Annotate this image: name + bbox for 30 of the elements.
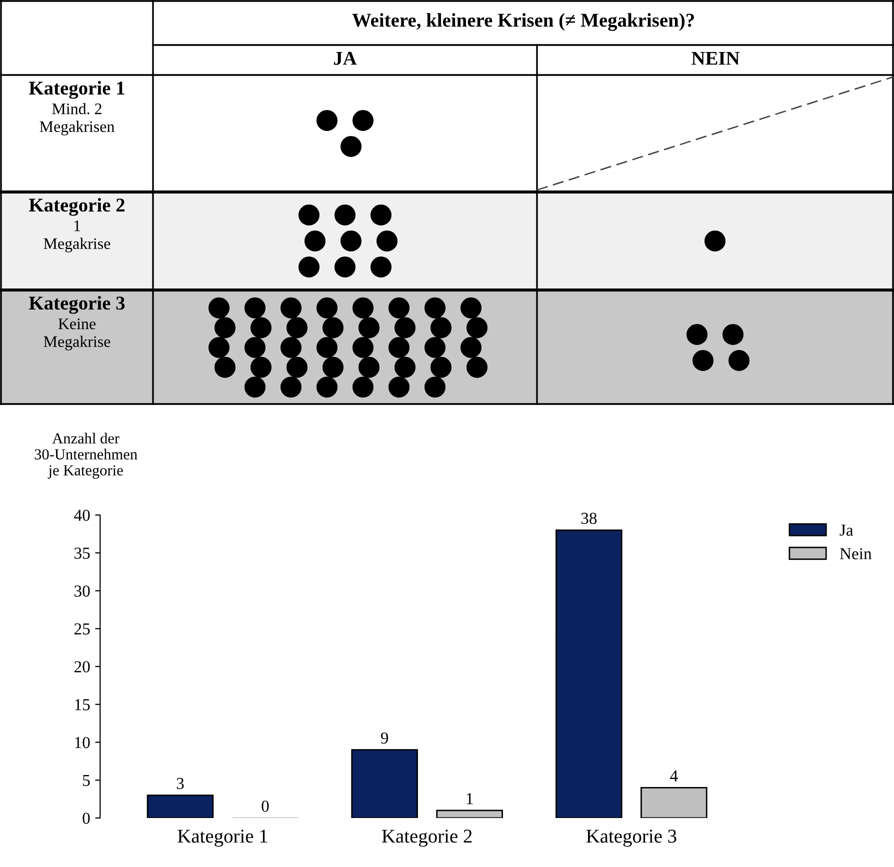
text: Keine Megakrise: [44, 318, 110, 350]
text: Mind. 2 Megakrisen: [40, 103, 114, 136]
y-tick-label: 30: [74, 585, 90, 597]
y-tick-label: 25: [74, 623, 90, 635]
text: Kategorie 1: [29, 81, 124, 99]
y-tick-label: 35: [74, 548, 90, 559]
text: Kategorie 3: [29, 296, 125, 314]
text: Weitere, kleinere Krisen (≠ Megakrisen)?: [352, 13, 694, 31]
text: Kategorie 2: [29, 198, 124, 216]
x-tick-label: Kategorie 2: [382, 830, 472, 847]
y-tick-label: 10: [75, 736, 90, 748]
text: 1 Megakrise: [44, 220, 110, 252]
text: JA: [334, 52, 357, 65]
legend-label: Nein: [840, 548, 872, 560]
data-label: 38: [581, 512, 597, 524]
text: NEIN: [692, 52, 740, 65]
data-label: 9: [380, 732, 388, 744]
y-tick-label: 0: [82, 812, 90, 824]
y-tick-label: 15: [75, 699, 90, 710]
data-label: 4: [670, 770, 678, 782]
y-tick-label: 5: [83, 774, 90, 786]
data-label: 0: [262, 800, 269, 812]
legend-label: Ja: [840, 524, 854, 536]
y-axis-title: Anzahl der 30-Unternehmen je Kategorie: [34, 432, 138, 479]
data-label: 1: [466, 793, 473, 804]
x-tick-label: Kategorie 1: [178, 830, 268, 847]
y-tick-label: 20: [74, 661, 90, 672]
data-label: 3: [176, 778, 184, 790]
x-tick-label: Kategorie 3: [586, 830, 676, 847]
y-tick-label: 40: [74, 510, 90, 521]
